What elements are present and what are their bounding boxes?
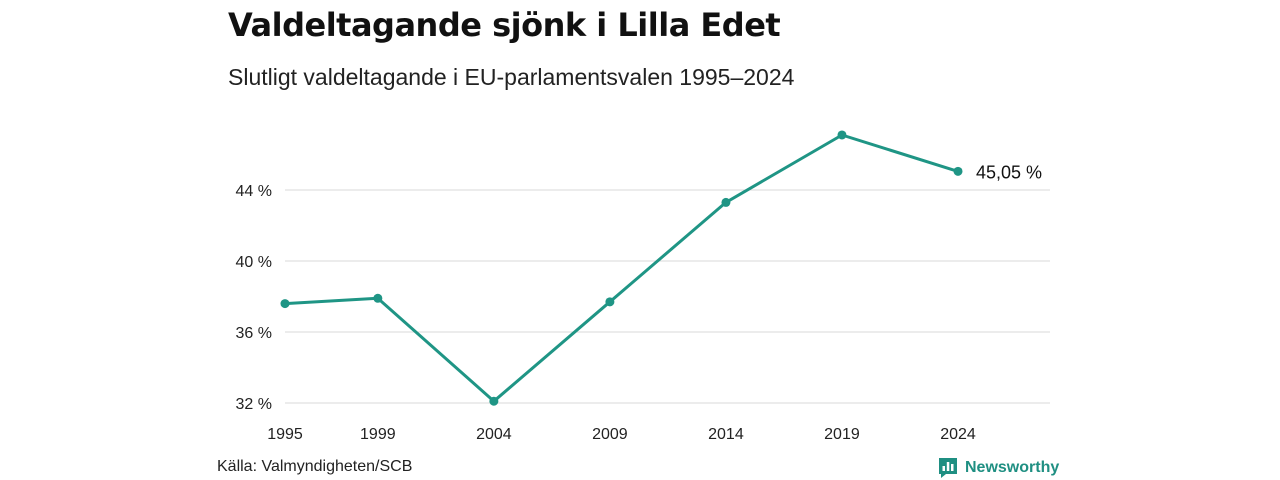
x-tick-label: 2024 — [940, 426, 976, 443]
data-point — [721, 197, 731, 207]
data-point — [953, 166, 963, 176]
series-line — [284, 133, 959, 403]
chart-subtitle: Slutligt valdeltagande i EU-parlamentsva… — [228, 64, 795, 90]
data-point — [489, 396, 499, 406]
brand-name: Newsworthy — [965, 459, 1060, 476]
x-tick-label: 2004 — [476, 426, 512, 443]
x-tick-label: 2009 — [592, 426, 628, 443]
y-tick-label: 40 % — [236, 254, 272, 271]
y-tick-label: 36 % — [236, 325, 272, 342]
x-tick-label: 2014 — [708, 426, 744, 443]
source-note: Källa: Valmyndigheten/SCB — [217, 458, 413, 475]
last-value-label: 45,05 % — [976, 162, 1042, 182]
x-tick-label: 1999 — [360, 426, 396, 443]
data-points — [280, 130, 963, 406]
grid-lines — [285, 189, 1050, 404]
x-tick-label: 2019 — [824, 426, 860, 443]
data-point — [605, 297, 615, 307]
data-point — [280, 299, 290, 309]
data-point — [837, 130, 847, 140]
brand-logo[interactable]: Newsworthy — [937, 456, 1059, 480]
x-tick-label: 1995 — [267, 426, 303, 443]
newsworthy-logo-icon — [939, 458, 957, 478]
chart-title: Valdeltagande sjönk i Lilla Edet — [228, 6, 781, 44]
y-axis-tick-labels: 32 % 36 % 40 % 44 % — [236, 183, 272, 413]
y-tick-label: 44 % — [236, 183, 272, 200]
x-axis-tick-labels: 1995 1999 2004 2009 2014 2019 2024 — [267, 426, 976, 443]
y-tick-label: 32 % — [236, 396, 272, 413]
data-point — [373, 293, 383, 303]
